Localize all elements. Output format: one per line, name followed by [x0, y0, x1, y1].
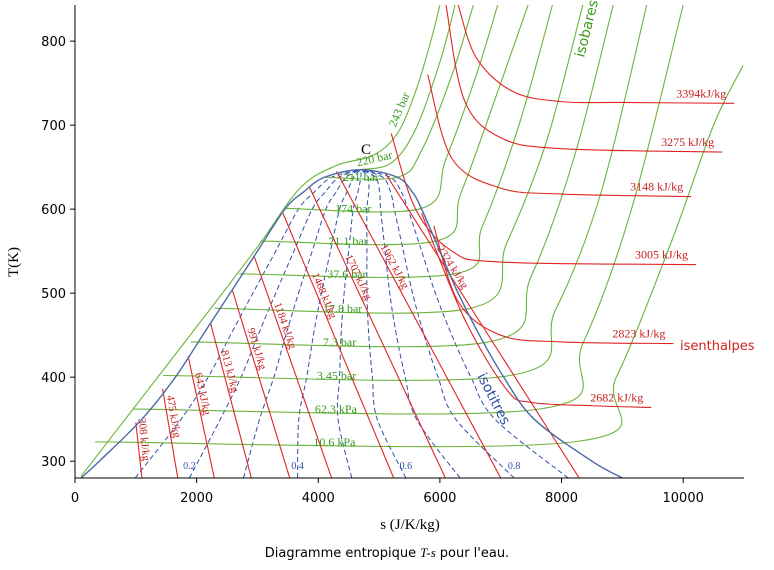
isenthalp: [162, 388, 179, 478]
plot-area: [80, 5, 744, 478]
y-axis-title: T(K): [6, 247, 22, 277]
isobar: [214, 5, 584, 314]
isenthalp: [187, 356, 215, 478]
quality-label: isotitres: [473, 371, 513, 428]
y-tick-label: 600: [41, 203, 66, 218]
isobar: [284, 5, 499, 213]
isenthalp: [433, 225, 674, 345]
caption-text: pour l'eau.: [440, 546, 509, 561]
y-tick-label: 400: [41, 371, 66, 386]
x-tick-label: 2000: [180, 491, 213, 506]
quality-line: [336, 169, 362, 478]
isenthalp: [282, 213, 395, 478]
isobar-label: 174 bar: [335, 201, 371, 215]
isobar: [239, 5, 553, 278]
isenthalp: [421, 213, 652, 408]
isobar-label: 3.45 bar: [317, 369, 356, 383]
isenthalp-label: 3005 kJ/kg: [635, 248, 688, 262]
quality-line: [242, 169, 362, 478]
quality-line-label: 0.2: [183, 461, 196, 472]
isenthalp-label: 475 kJ/kg: [164, 394, 183, 439]
isobar: [324, 5, 474, 180]
isobar: [190, 5, 614, 348]
isenthalp-label: 1184 kJ/kg: [271, 301, 298, 351]
isobar: [163, 5, 648, 381]
saturation-curve: [80, 168, 623, 478]
x-tick-label: 8000: [545, 491, 578, 506]
x-tick-label: 0: [71, 491, 79, 506]
isenthalp-label: 3394kJ/kg: [676, 86, 726, 100]
isenthalp: [253, 256, 333, 478]
quality-line: [360, 169, 569, 478]
y-tick-label: 300: [41, 455, 66, 470]
isenthalp-label: 3148 kJ/kg: [630, 180, 683, 194]
isenthalp-label: 813 kJ/kg: [218, 349, 241, 394]
quality-line: [360, 169, 515, 478]
isenthalp: [384, 172, 580, 478]
isenthalp-label: 2823 kJ/kg: [612, 327, 665, 341]
isenthalp-label: 3275 kJ/kg: [661, 135, 714, 149]
critical-point-label: C: [361, 142, 371, 158]
isenthalp: [445, 5, 723, 153]
isenthalp: [390, 133, 696, 266]
isobar-label: 7.3 bar: [323, 335, 356, 349]
isobar: [80, 5, 441, 477]
isobar-label: 37.6 bar: [327, 267, 366, 281]
quality-line-label: 0.4: [291, 461, 304, 472]
isenthalp: [427, 74, 692, 198]
y-tick-label: 800: [41, 35, 66, 50]
isenthalp-label: 2682 kJ/kg: [590, 390, 643, 404]
isobar-label: 71.1 bar: [328, 234, 367, 248]
quality-line-label: 0.8: [508, 461, 521, 472]
isobar-label: 10.6 kPa: [313, 435, 356, 449]
isenthalp-label: 991 kJ/kg: [245, 326, 269, 371]
caption-math: T-s: [420, 545, 436, 560]
isobar: [260, 5, 529, 246]
isobar-label: 211 bar: [343, 170, 379, 184]
isenthalp: [457, 5, 735, 104]
x-tick-label: 6000: [423, 491, 456, 506]
x-axis-title: s (J/K/kg): [380, 517, 440, 533]
isobar-label: 17.8 bar: [323, 301, 362, 315]
x-tick-label: 10000: [663, 491, 704, 506]
y-tick-label: 700: [41, 119, 66, 134]
caption: Diagramme entropique T-s pour l'eau.: [265, 545, 509, 561]
y-tick-label: 500: [41, 287, 66, 302]
isobar: [360, 5, 456, 171]
isenthalp: [210, 323, 252, 478]
x-tick-label: 4000: [302, 491, 335, 506]
quality-line: [134, 169, 361, 478]
quality-line: [297, 169, 362, 478]
isenthalp: [231, 290, 291, 478]
isobar-label: 62.3 kPa: [315, 402, 358, 416]
isenthalp-label: 308 kJ/kg: [135, 418, 152, 463]
caption-text: Diagramme entropique: [265, 546, 416, 561]
isenthalp: [336, 171, 502, 478]
quality-line-label: 0.6: [400, 461, 413, 472]
isenthalps-label: isenthalpes: [680, 339, 755, 354]
isobar: [132, 5, 684, 415]
quality-line: [360, 169, 407, 478]
isenthalp: [308, 186, 446, 478]
isobar: [95, 65, 744, 448]
